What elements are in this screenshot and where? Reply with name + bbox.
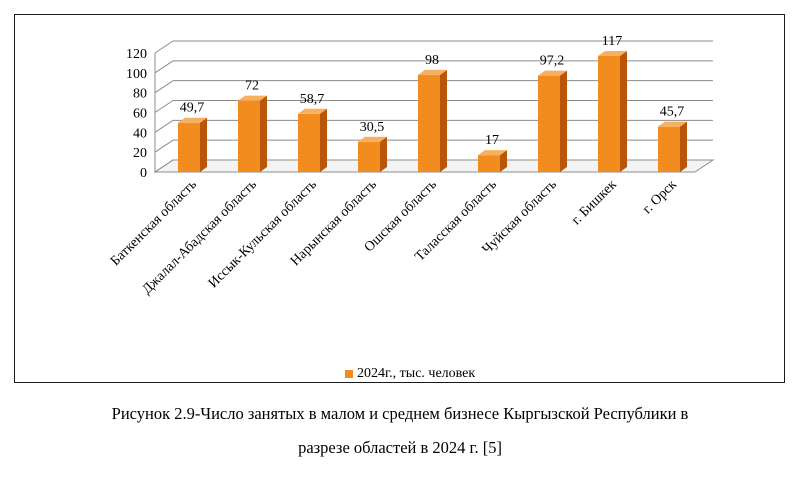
y-tick-label: 0 <box>140 166 147 181</box>
bar-top <box>298 108 327 114</box>
data-label: 117 <box>602 34 622 49</box>
bar <box>538 75 560 172</box>
bar <box>478 155 500 172</box>
legend-label: 2024г., тыс. человек <box>357 366 476 381</box>
bar-top <box>358 136 387 142</box>
bar <box>598 55 620 172</box>
data-label: 45,7 <box>660 105 685 120</box>
caption-line-2: разрезе областей в 2024 г. [5] <box>298 438 502 457</box>
gridline-wall <box>154 139 174 153</box>
data-label: 58,7 <box>300 92 325 107</box>
bar-side <box>680 121 687 172</box>
bar-side <box>260 95 267 172</box>
bar <box>358 141 380 172</box>
gridline-wall <box>154 159 174 173</box>
caption-line-1: Рисунок 2.9-Число занятых в малом и сред… <box>111 404 689 423</box>
legend: 2024г., тыс. человек <box>345 365 475 383</box>
data-label: 30,5 <box>360 120 385 135</box>
y-tick-label: 20 <box>133 146 147 161</box>
gridline-wall <box>154 80 174 94</box>
data-label: 17 <box>485 133 499 148</box>
bar-top <box>478 150 507 156</box>
y-tick-label: 40 <box>133 126 147 141</box>
data-label: 72 <box>245 79 259 94</box>
bar-top <box>238 95 267 101</box>
y-tick-label: 100 <box>126 67 147 82</box>
bar-side <box>620 50 627 172</box>
bar-side <box>200 117 207 172</box>
bar <box>238 100 260 172</box>
x-tick-label: Джалал-Абадская область <box>140 177 260 297</box>
bar-top <box>598 50 627 56</box>
x-tick-label: г. Бишкек <box>569 177 620 228</box>
y-tick-label: 120 <box>126 47 147 62</box>
bar <box>418 74 440 172</box>
bar-top <box>418 69 447 75</box>
bar-top <box>658 121 687 127</box>
bar-side <box>560 70 567 172</box>
x-tick-label: г. Орск <box>640 177 680 217</box>
legend-swatch <box>345 370 353 378</box>
bar-side <box>320 108 327 172</box>
figure-caption: Рисунок 2.9-Число занятых в малом и сред… <box>0 397 800 465</box>
bar-top <box>178 117 207 123</box>
gridline-wall <box>154 100 174 113</box>
bar-side <box>380 136 387 172</box>
data-label: 49,7 <box>180 101 205 116</box>
bar <box>178 122 200 172</box>
bar-side <box>500 150 507 172</box>
data-label: 98 <box>425 53 439 68</box>
chart-frame: 0 20 40 60 80 100 120 49,7 Баткенская область 72 Д… <box>14 14 785 383</box>
x-tick-label: Иссык-Кульская область <box>206 177 320 291</box>
bar-side <box>440 69 447 172</box>
gridline-wall <box>154 40 174 54</box>
gridline-wall <box>154 119 174 133</box>
bar <box>298 113 320 172</box>
gridline-wall <box>154 60 174 74</box>
y-tick-label: 80 <box>133 87 147 102</box>
data-label: 97,2 <box>540 54 565 69</box>
y-tick-label: 60 <box>133 107 147 122</box>
bar <box>658 126 680 172</box>
bar-top <box>538 70 567 76</box>
